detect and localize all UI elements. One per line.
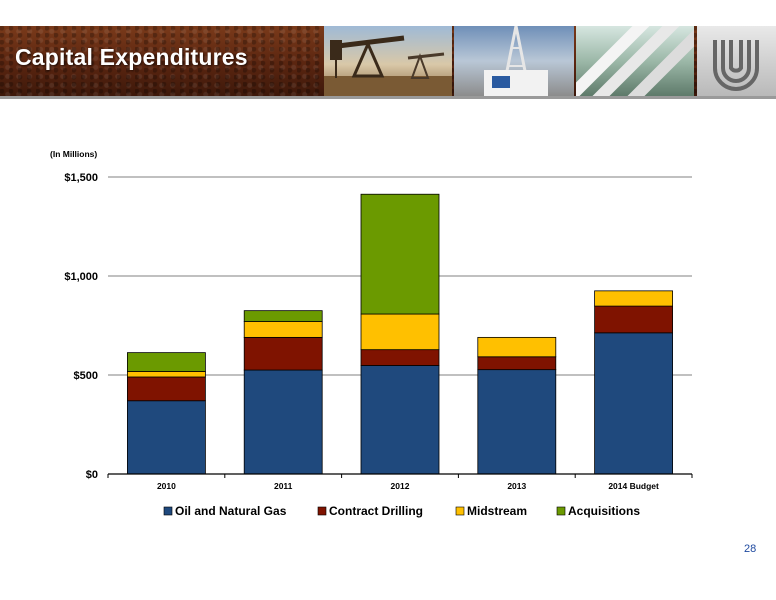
page-title: Capital Expenditures [15, 44, 248, 70]
bar-segment [477, 369, 557, 475]
bar-segment [127, 376, 206, 402]
bar-segment [127, 352, 206, 372]
legend-swatch [556, 506, 566, 516]
legend-label: Midstream [467, 504, 527, 518]
y-tick-label: $1,500 [64, 172, 98, 184]
page-number: 28 [744, 543, 757, 555]
legend-label: Contract Drilling [329, 504, 423, 518]
x-tick-label: 2010 [157, 481, 176, 491]
bar-segment [477, 356, 557, 371]
header-divider [0, 96, 776, 99]
bar-segment [360, 193, 440, 315]
x-tick-label: 2011 [274, 481, 293, 491]
bar-segment [360, 365, 440, 475]
bar-segment [243, 310, 323, 322]
bar-segment [477, 336, 557, 358]
drilling-rig-photo-icon [454, 26, 574, 96]
company-logo-icon [697, 26, 776, 96]
bar-segment [243, 336, 323, 371]
capital-expenditures-chart: (In Millions) $0 $500 $1,000 $1,500 2010 2011 2… [50, 149, 693, 518]
y-unit-label: (In Millions) [50, 149, 97, 159]
y-tick-label: $500 [74, 370, 98, 382]
bar-segment [594, 305, 673, 334]
bar-segment [127, 400, 206, 475]
bar-segment [127, 371, 206, 378]
bar-segment [360, 349, 440, 366]
bar-segment [243, 321, 323, 338]
bar-segment [594, 332, 673, 475]
x-tick-label: 2013 [507, 481, 526, 491]
header-banner: Capital Expenditures [0, 26, 776, 96]
bar-segment [243, 369, 323, 475]
oil-pumpjack-photo-icon [324, 26, 452, 96]
bar-segment [594, 290, 673, 307]
bar-segment [360, 313, 440, 351]
pipeline-photo-icon [576, 26, 694, 96]
y-tick-label: $1,000 [64, 271, 98, 283]
legend-swatch [455, 506, 465, 516]
legend-label: Acquisitions [568, 504, 640, 518]
y-tick-label: $0 [86, 469, 98, 481]
legend-swatch [317, 506, 327, 516]
legend-swatch [163, 506, 173, 516]
legend-label: Oil and Natural Gas [175, 504, 287, 518]
x-tick-label: 2014 Budget [608, 481, 659, 491]
x-tick-label: 2012 [391, 481, 410, 491]
